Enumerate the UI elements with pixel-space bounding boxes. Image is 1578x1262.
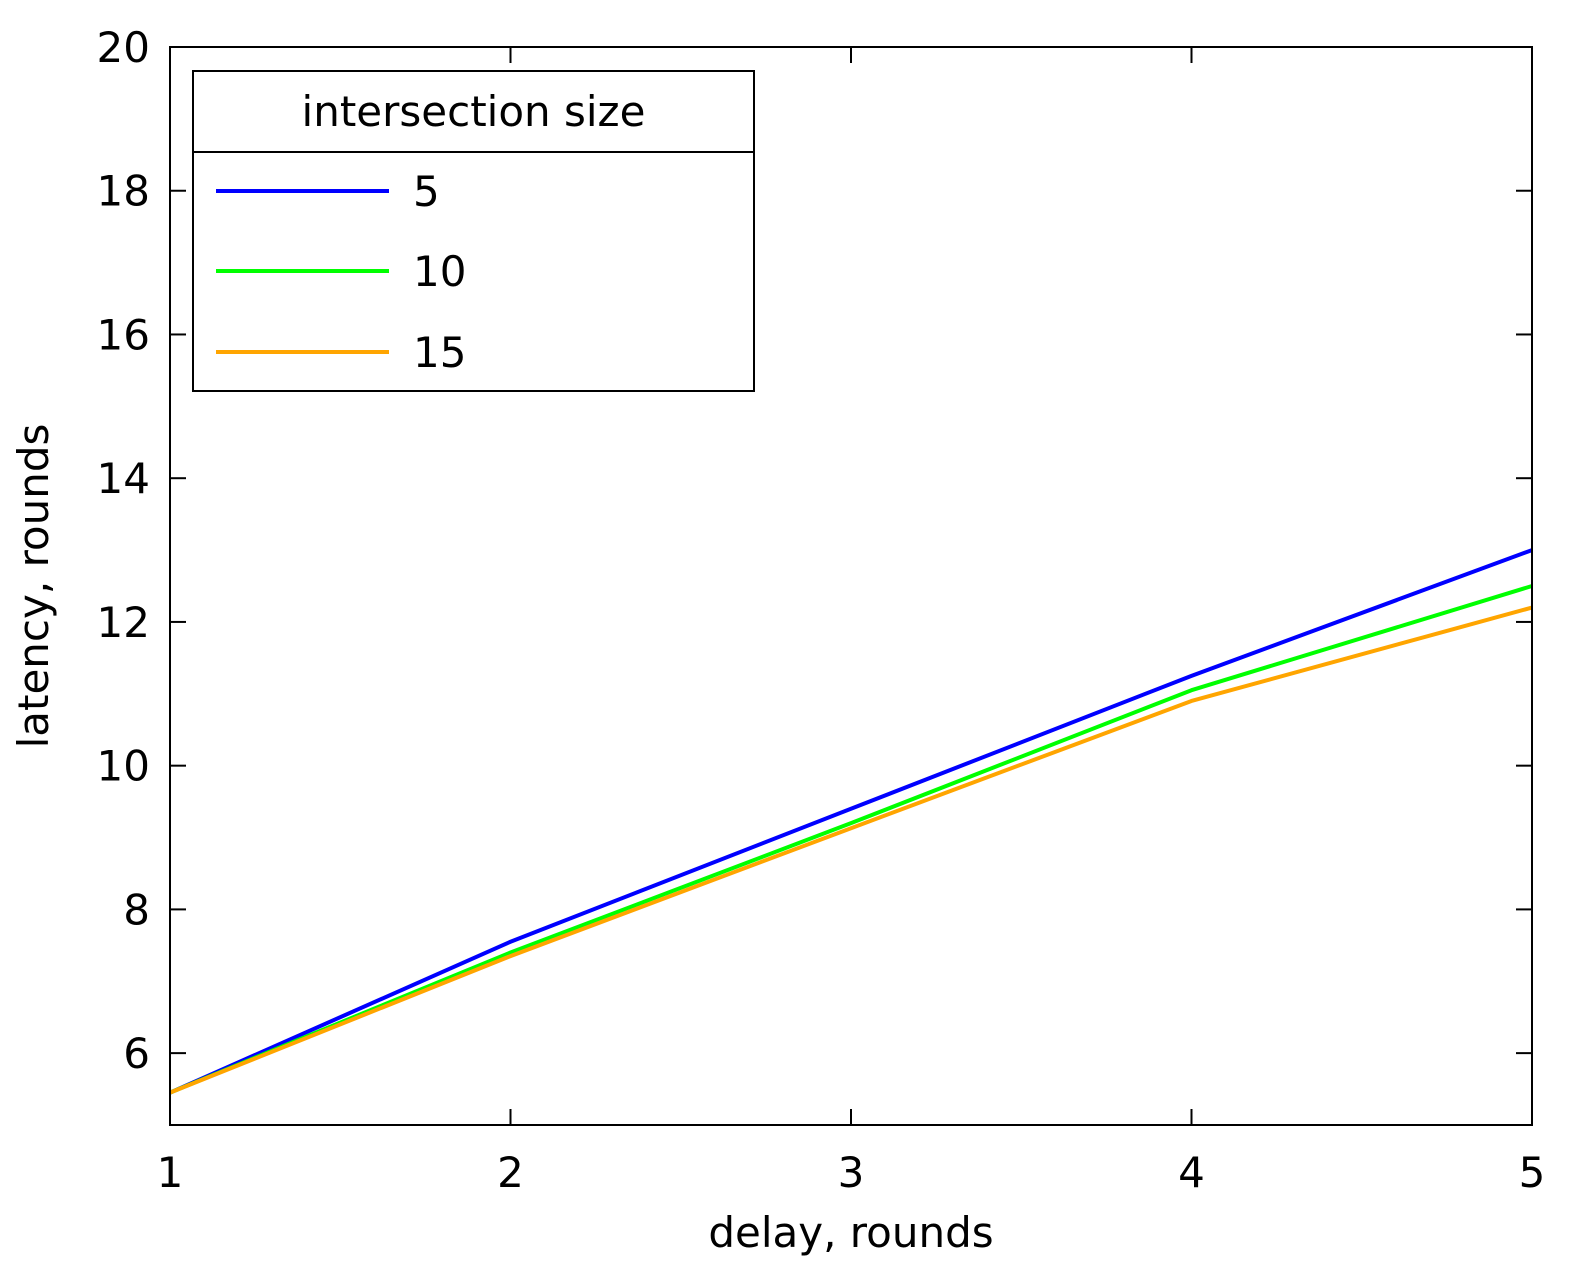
legend-title: intersection size: [302, 87, 646, 136]
y-tick-label: 16: [97, 310, 150, 359]
x-axis-label: delay, rounds: [708, 1208, 993, 1257]
series-line-5: [169, 548, 1533, 1095]
ticks-layer: [169, 46, 1533, 1125]
series-line-10: [169, 584, 1533, 1095]
legend: intersection size 5 10 15: [192, 70, 755, 392]
y-tick-label: 10: [97, 742, 150, 791]
x-tick-label: 1: [157, 1148, 184, 1197]
x-tick-label: 3: [838, 1148, 865, 1197]
legend-label-5: 5: [413, 167, 440, 216]
y-tick-label: 12: [97, 598, 150, 647]
legend-box: [192, 70, 755, 392]
legend-entries: 5 10 15: [216, 167, 466, 377]
series-layer: [169, 548, 1533, 1095]
legend-label-10: 10: [413, 247, 466, 296]
y-tick-label: 20: [97, 23, 150, 72]
x-tick-label: 2: [497, 1148, 524, 1197]
y-axis-label: latency, rounds: [9, 424, 58, 749]
x-tick-label: 5: [1519, 1148, 1546, 1197]
series-line-15: [169, 605, 1533, 1095]
y-tick-label: 18: [97, 167, 150, 216]
y-tick-label: 8: [123, 885, 150, 934]
legend-label-15: 15: [413, 328, 466, 377]
y-tick-label: 6: [123, 1029, 150, 1078]
y-tick-label: 14: [97, 454, 150, 503]
x-tick-label: 4: [1178, 1148, 1205, 1197]
